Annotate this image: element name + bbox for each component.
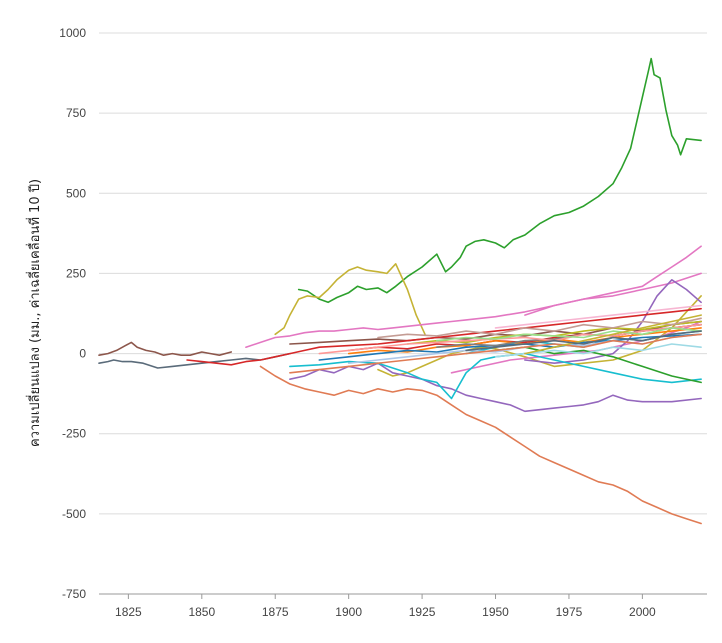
series-line-8 [524,272,702,316]
series-line-7 [450,320,702,374]
y-tick-label: -750 [62,587,86,601]
y-tick-label: 1000 [59,26,86,40]
series-line-2 [297,253,438,304]
y-tick-label: 750 [66,106,86,120]
y-tick-label: 500 [66,186,86,200]
series-line-6 [245,245,702,349]
x-axis-ticks: 1825 1850 1875 1900 1925 1950 1975 2000 [115,594,656,619]
series-line-27 [494,304,702,329]
series-line-22 [494,346,702,384]
x-tick-label: 1850 [188,605,215,619]
series-line-28 [494,343,702,358]
series-line-13 [98,352,291,369]
x-tick-label: 1925 [409,605,436,619]
x-tick-label: 1900 [335,605,362,619]
series-line-30 [524,314,702,355]
grid [99,32,707,515]
series-line-14 [98,341,232,357]
y-tick-label: -500 [62,507,86,521]
x-tick-label: 1825 [115,605,142,619]
series-line-1 [435,57,702,273]
series-group [98,57,702,525]
x-tick-label: 2000 [629,605,656,619]
y-tick-label: 250 [66,266,86,280]
y-tick-label: -250 [62,427,86,441]
series-line-16 [186,307,702,366]
x-tick-label: 1950 [482,605,509,619]
y-tick-label: 0 [79,347,86,361]
series-line-25 [435,327,702,342]
series-line-23 [318,323,702,355]
x-tick-label: 1975 [556,605,583,619]
x-tick-label: 1875 [262,605,289,619]
series-line-29 [289,333,702,374]
series-line-9 [289,362,702,413]
series-line-4 [274,262,426,336]
y-axis-title: ความเปลี่ยนแปลง (มม., ค่าเฉลี่ยเคลื่อนที… [26,179,43,447]
series-line-31 [465,330,702,352]
series-line-26 [377,317,702,339]
series-line-3 [259,365,702,525]
y-axis-ticks: 1000 750 500 250 0 -250 -500 -750 [59,26,86,601]
